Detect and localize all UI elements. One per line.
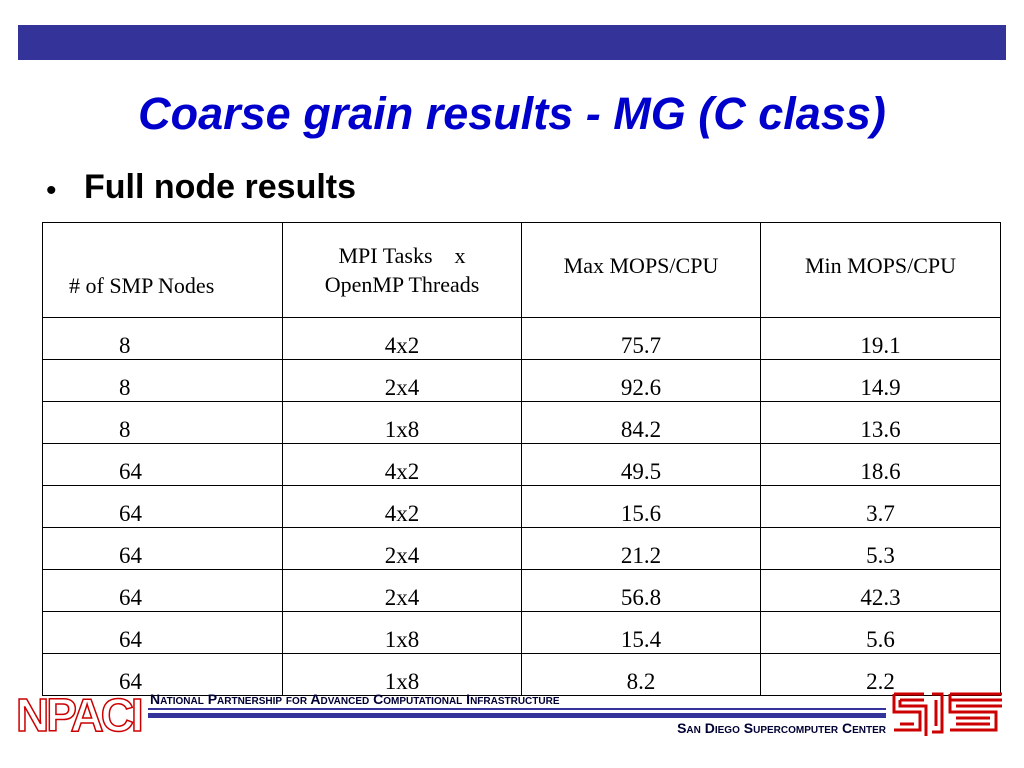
table-cell: 4x2 — [282, 317, 522, 360]
bullet-dot: • — [46, 174, 57, 207]
table-cell: 19.1 — [760, 317, 1001, 360]
table-cell: 42.3 — [760, 569, 1001, 612]
table-cell: 64 — [42, 443, 283, 486]
table-cell: 3.7 — [760, 485, 1001, 528]
npaci-logo: NPACI — [15, 688, 144, 742]
table-cell: 15.4 — [521, 611, 761, 654]
table-cell: 2x4 — [282, 359, 522, 402]
table-cell: 14.9 — [760, 359, 1001, 402]
footer-line — [148, 708, 886, 710]
header-line: Min MOPS/CPU — [804, 252, 956, 278]
header-cell: Max MOPS/CPU — [521, 222, 761, 318]
table-cell: 64 — [42, 527, 283, 570]
table-cell: 92.6 — [521, 359, 761, 402]
table-cell: 84.2 — [521, 401, 761, 444]
table-cell: 64 — [42, 485, 283, 528]
table-cell: 49.5 — [521, 443, 761, 486]
header-row: # of SMP Nodes MPI Tasks x OpenMP Threads M… — [42, 222, 1001, 318]
footer-bar — [148, 713, 886, 718]
table-cell: 13.6 — [760, 401, 1001, 444]
table-cell: 64 — [42, 569, 283, 612]
bullet-text: Full node results — [84, 168, 357, 206]
header-cell: # of SMP Nodes — [42, 222, 283, 318]
table-row: 64 4x2 15.6 3.7 — [42, 485, 1001, 528]
table-row: 8 2x4 92.6 14.9 — [42, 359, 1001, 402]
header-line: # of SMP Nodes — [69, 272, 215, 298]
table-cell: 2.2 — [760, 653, 1001, 696]
header-line: OpenMP Threads — [324, 272, 480, 297]
table-cell: 4x2 — [282, 485, 522, 528]
table-cell: 8 — [42, 359, 283, 402]
table-cell: 64 — [42, 653, 283, 696]
table-cell: 1x8 — [282, 401, 522, 444]
table-row: 64 4x2 49.5 18.6 — [42, 443, 1001, 486]
table-cell: 75.7 — [521, 317, 761, 360]
table-row: 64 2x4 21.2 5.3 — [42, 527, 1001, 570]
sdsc-logo — [892, 692, 1002, 736]
table-row: 64 2x4 56.8 42.3 — [42, 569, 1001, 612]
table-cell: 2x4 — [282, 569, 522, 612]
center-text: San Diego Supercomputer Center — [677, 720, 886, 736]
table-cell: 5.6 — [760, 611, 1001, 654]
table-cell: 15.6 — [521, 485, 761, 528]
table-cell: 8.2 — [521, 653, 761, 696]
table-cell: 4x2 — [282, 443, 522, 486]
table-row: 8 1x8 84.2 13.6 — [42, 401, 1001, 444]
table-cell: 21.2 — [521, 527, 761, 570]
partnership-text: National Partnership for Advanced Comput… — [150, 691, 560, 707]
table-cell: 1x8 — [282, 653, 522, 696]
results-table: # of SMP Nodes MPI Tasks x OpenMP Threads M… — [42, 222, 1001, 696]
table-cell: 8 — [42, 317, 283, 360]
header-cell: MPI Tasks x OpenMP Threads — [282, 222, 522, 318]
table-cell: 18.6 — [760, 443, 1001, 486]
table-cell: 1x8 — [282, 611, 522, 654]
header-cell: Min MOPS/CPU — [760, 222, 1001, 318]
table-cell: 56.8 — [521, 569, 761, 612]
slide-title: Coarse grain results - MG (C class) — [138, 88, 886, 139]
table-row: 8 4x2 75.7 19.1 — [42, 317, 1001, 360]
table-row: 64 1x8 15.4 5.6 — [42, 611, 1001, 654]
table-cell: 5.3 — [760, 527, 1001, 570]
header-line: MPI Tasks x — [338, 243, 466, 268]
table-cell: 8 — [42, 401, 283, 444]
header-line: Max MOPS/CPU — [563, 252, 719, 278]
top-bar — [18, 25, 1006, 60]
table-cell: 2x4 — [282, 527, 522, 570]
table-cell: 64 — [42, 611, 283, 654]
table-row: 64 1x8 8.2 2.2 — [42, 653, 1001, 696]
